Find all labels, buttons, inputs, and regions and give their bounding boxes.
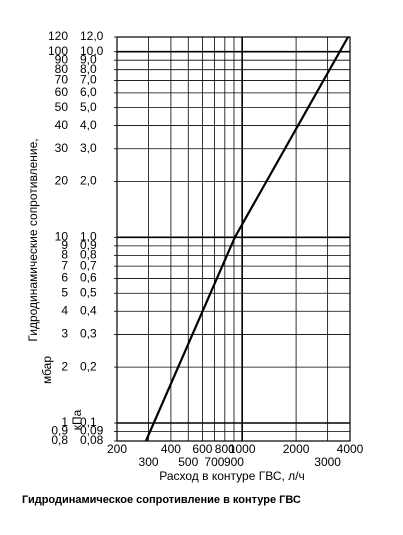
- y2-tick-label: 10,0: [80, 44, 104, 58]
- y-tick-label: 1: [61, 415, 68, 429]
- y2-tick-label: 0,1: [80, 415, 97, 429]
- y2-tick-label: 0,08: [80, 433, 104, 447]
- y-tick-label: 6: [61, 271, 68, 285]
- y-tick-label: 90: [55, 52, 69, 66]
- y-tick-label: 80: [55, 62, 69, 76]
- y2-tick-label: 8,0: [80, 62, 97, 76]
- y2-tick-label: 0,5: [80, 285, 97, 299]
- x-tick-label: 4000: [337, 442, 364, 456]
- x-tick-label: 3000: [314, 455, 341, 469]
- y-tick-label: 20: [55, 174, 69, 188]
- y2-unit: кПа: [70, 409, 84, 430]
- y2-tick-label: 12,0: [80, 29, 104, 43]
- y2-tick-label: 9,0: [80, 52, 97, 66]
- y-tick-label: 5: [61, 285, 68, 299]
- y-tick-label: 3: [61, 327, 68, 341]
- x-tick-label: 300: [139, 455, 159, 469]
- y-tick-label: 120: [48, 29, 68, 43]
- x-axis-label: Расход в контуре ГВС, л/ч: [159, 469, 305, 483]
- x-tick-label: 1000: [229, 442, 256, 456]
- data-line: [144, 36, 349, 442]
- y2-tick-label: 0,09: [80, 424, 104, 438]
- y2-tick-label: 7,0: [80, 73, 97, 87]
- y2-tick-label: 0,4: [80, 303, 97, 317]
- x-tick-label: 2000: [283, 442, 310, 456]
- x-tick-label: 500: [178, 455, 198, 469]
- y-tick-label: 30: [55, 141, 69, 155]
- y2-tick-label: 0,2: [80, 359, 97, 373]
- y-tick-label: 40: [55, 118, 69, 132]
- y2-tick-label: 0,6: [80, 271, 97, 285]
- y-unit: мбар: [40, 356, 54, 384]
- x-tick-label: 900: [224, 455, 244, 469]
- x-tick-label: 800: [215, 442, 235, 456]
- y-tick-label: 7: [61, 258, 68, 272]
- x-tick-label: 600: [192, 442, 212, 456]
- y-tick-label: 60: [55, 85, 69, 99]
- caption: Гидродинамическое сопротивление в контур…: [22, 494, 301, 506]
- y-tick-label: 8: [61, 248, 68, 262]
- y-tick-label: 10: [55, 230, 69, 244]
- y-tick-label: 0,8: [51, 433, 68, 447]
- y2-tick-label: 4,0: [80, 118, 97, 132]
- y2-tick-label: 5,0: [80, 100, 97, 114]
- y-tick-label: 9: [61, 238, 68, 252]
- x-tick-label: 700: [204, 455, 224, 469]
- y2-tick-label: 3,0: [80, 141, 97, 155]
- y2-tick-label: 0,8: [80, 248, 97, 262]
- y2-tick-label: 0,3: [80, 327, 97, 341]
- plot-frame: [116, 36, 351, 442]
- y-tick-label: 2: [61, 359, 68, 373]
- y2-tick-label: 6,0: [80, 85, 97, 99]
- x-tick-label: 200: [107, 442, 127, 456]
- y2-tick-label: 0,7: [80, 258, 97, 272]
- y-tick-label: 70: [55, 73, 69, 87]
- x-tick-label: 400: [161, 442, 181, 456]
- y-axis-label: Гидродинамические сопротивление,: [26, 138, 40, 341]
- y-tick-label: 100: [48, 44, 68, 58]
- y-tick-label: 4: [61, 303, 68, 317]
- y2-tick-label: 1,0: [80, 230, 97, 244]
- y2-tick-label: 2,0: [80, 174, 97, 188]
- y-tick-label: 50: [55, 100, 69, 114]
- y-tick-label: 0,9: [51, 424, 68, 438]
- y2-tick-label: 0,9: [80, 238, 97, 252]
